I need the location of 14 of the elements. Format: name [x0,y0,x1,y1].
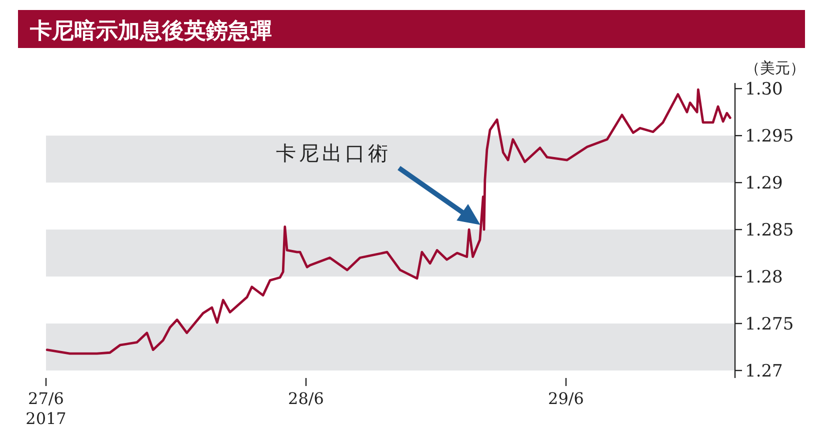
y-tick-label: 1.29 [745,174,783,194]
x-tick-label: 27/6 2017 [26,389,66,428]
chart-title: 卡尼暗示加息後英鎊急彈 [29,18,272,44]
y-axis-title: （美元） [745,59,805,77]
y-tick-label: 1.27 [745,361,783,382]
line-series [46,88,732,355]
y-tick-label: 1.28 [745,268,783,288]
y-tick-label: 1.30 [745,80,783,100]
x-tick-label: 29/6 [548,389,584,408]
y-tick-label: 1.285 [745,220,794,241]
y-tick-label: 1.275 [745,314,794,335]
y-tick-label: 1.295 [745,126,794,147]
annotation: 卡尼出口術 [276,141,391,165]
x-tick-label: 28/6 [288,389,324,408]
